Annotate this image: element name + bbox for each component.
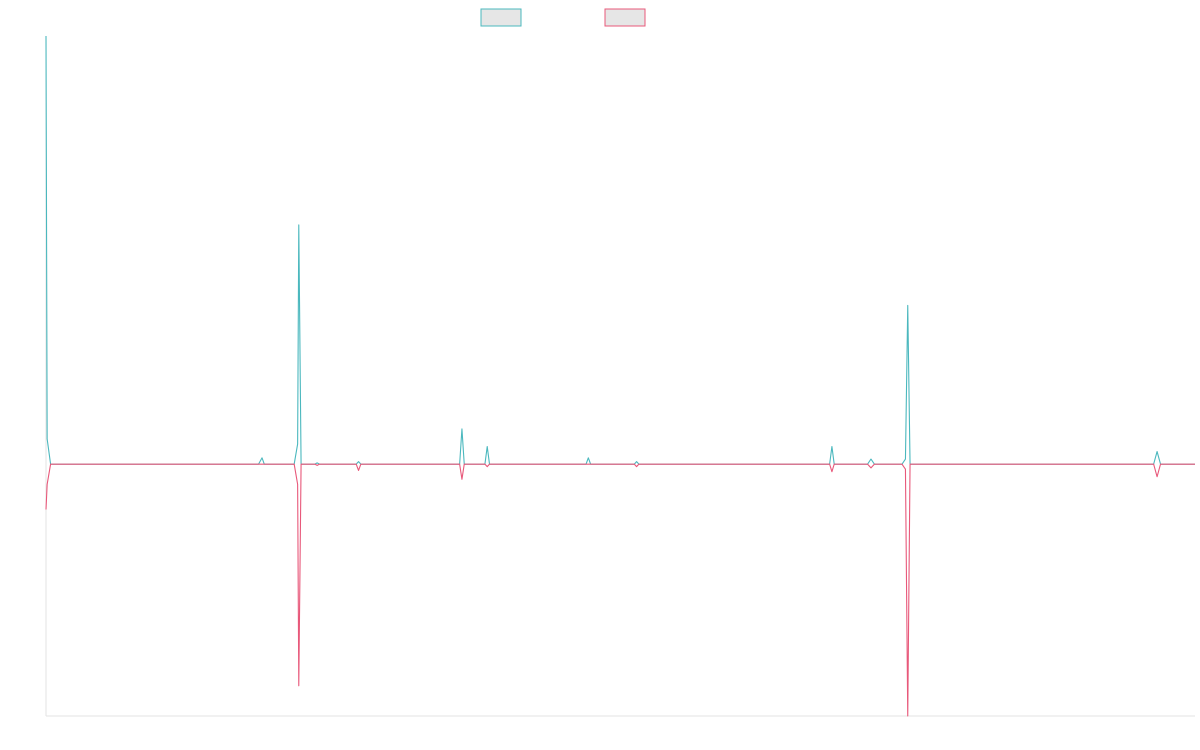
series-group [45,35,1195,717]
legend-swatch-2 [604,8,646,27]
series-line-2 [45,463,1195,717]
legend-swatch-1 [480,8,522,27]
axes [45,36,1195,717]
legend [480,8,646,27]
series-line-1 [45,35,1195,465]
